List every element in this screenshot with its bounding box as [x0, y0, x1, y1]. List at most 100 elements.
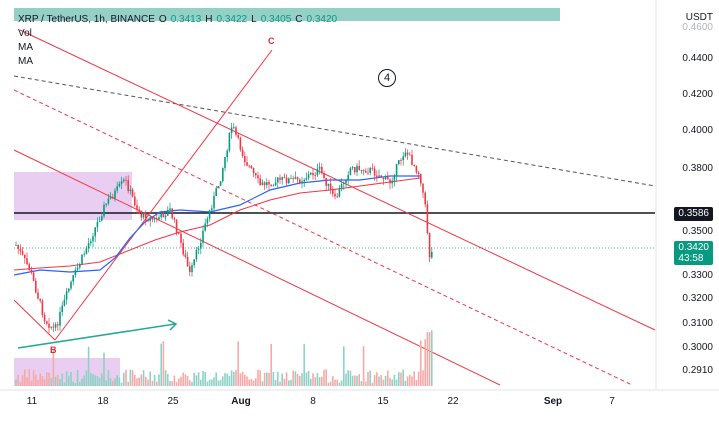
candle-body: [120, 181, 123, 184]
volume-bar: [250, 379, 253, 386]
volume-bar: [362, 346, 365, 386]
volume-bar: [321, 376, 323, 386]
volume-bar: [274, 380, 277, 386]
volume-bar: [310, 378, 312, 386]
candle-body: [417, 172, 420, 175]
volume-bar: [184, 374, 187, 386]
volume-bar: [65, 371, 68, 386]
volume-bar: [404, 380, 407, 386]
volume-bar: [281, 373, 283, 386]
y-tick: 0.3100: [682, 318, 713, 329]
candle-body: [387, 175, 389, 180]
candle-body: [332, 189, 334, 194]
candle-body: [277, 177, 279, 183]
volume-bar: [351, 375, 354, 386]
candle-body: [310, 172, 312, 175]
volume-bar: [420, 340, 422, 386]
volume-bar: [261, 381, 264, 386]
candle-body: [204, 223, 206, 231]
volume-bar: [147, 379, 149, 386]
volume-bar: [114, 378, 116, 386]
volume-bar: [125, 369, 127, 386]
candle-body: [162, 212, 165, 218]
candle-body: [189, 266, 191, 273]
candle-body: [360, 169, 363, 171]
candle-body: [224, 157, 226, 169]
candle-body: [202, 230, 204, 243]
candle-body: [180, 233, 182, 243]
volume-bar: [54, 376, 57, 386]
candle-body: [48, 323, 50, 328]
volume-bar: [411, 376, 413, 386]
volume-bar: [21, 375, 24, 386]
volume-bar: [345, 373, 347, 386]
candle-body: [35, 280, 37, 293]
candle-body: [303, 179, 305, 182]
volume-bar: [211, 379, 213, 386]
wave-b-label: B: [50, 345, 57, 355]
candle-body: [213, 195, 215, 209]
volume-bar: [365, 381, 367, 386]
volume-bar: [94, 375, 96, 386]
volume-bar: [283, 378, 286, 386]
candle-body: [389, 179, 391, 184]
volume-bar: [63, 382, 66, 386]
volume-bar: [336, 379, 338, 386]
volume-bar: [140, 374, 143, 386]
candle-body: [169, 208, 171, 210]
y-tick: 0.4000: [682, 125, 713, 136]
candle-body: [285, 177, 288, 184]
candle-body: [21, 251, 24, 255]
supply-zone: [14, 172, 132, 220]
volume-bar: [200, 379, 202, 386]
volume-bar: [158, 374, 160, 386]
candle-body: [380, 175, 382, 178]
currency-label[interactable]: USDT: [685, 12, 713, 23]
volume-bar: [290, 379, 292, 386]
volume-bar: [129, 369, 132, 386]
candle-body: [30, 269, 33, 273]
ma-indicator-label-1[interactable]: MA: [18, 42, 33, 53]
candle-body: [378, 175, 380, 177]
candle-body: [72, 275, 74, 282]
candle-body: [395, 164, 398, 177]
candle-body: [167, 209, 169, 216]
candle-body: [263, 182, 266, 186]
volume-bar: [329, 381, 332, 386]
ma-indicator-label-2[interactable]: MA: [18, 56, 33, 67]
candle-body: [369, 167, 371, 173]
candle-body: [358, 165, 360, 171]
candle-body: [259, 178, 261, 185]
volume-bar: [316, 373, 319, 386]
volume-bar: [244, 374, 246, 386]
candle-body: [391, 180, 393, 184]
y-tick: 0.3800: [682, 163, 713, 174]
candle-body: [61, 305, 63, 313]
volume-bar: [318, 377, 321, 386]
volume-bar: [202, 370, 204, 386]
volume-bar: [233, 371, 235, 386]
candle-body: [19, 248, 22, 252]
volume-bar: [175, 381, 178, 386]
symbol-label[interactable]: XRP / TetherUS, 1h, BINANCE: [18, 14, 155, 25]
channel-lower-line: [13, 149, 501, 386]
candle-body: [105, 203, 107, 205]
volume-bar: [384, 375, 387, 386]
volume-indicator-label[interactable]: Vol: [18, 28, 32, 39]
candle-body: [402, 156, 404, 161]
candle-body: [233, 127, 235, 129]
candle-body: [52, 326, 55, 328]
volume-bar: [37, 379, 39, 386]
y-tick: 0.3300: [682, 270, 713, 281]
x-tick: 11: [26, 396, 38, 407]
candle-body: [28, 264, 30, 270]
candle-body: [90, 241, 92, 244]
volume-bar: [268, 372, 270, 386]
wave-c-label: C: [268, 36, 275, 46]
candle-body: [325, 177, 327, 186]
volume-bar: [142, 370, 145, 386]
x-tick: 18: [97, 396, 109, 407]
candle-body: [191, 265, 193, 273]
candle-body: [241, 149, 244, 157]
